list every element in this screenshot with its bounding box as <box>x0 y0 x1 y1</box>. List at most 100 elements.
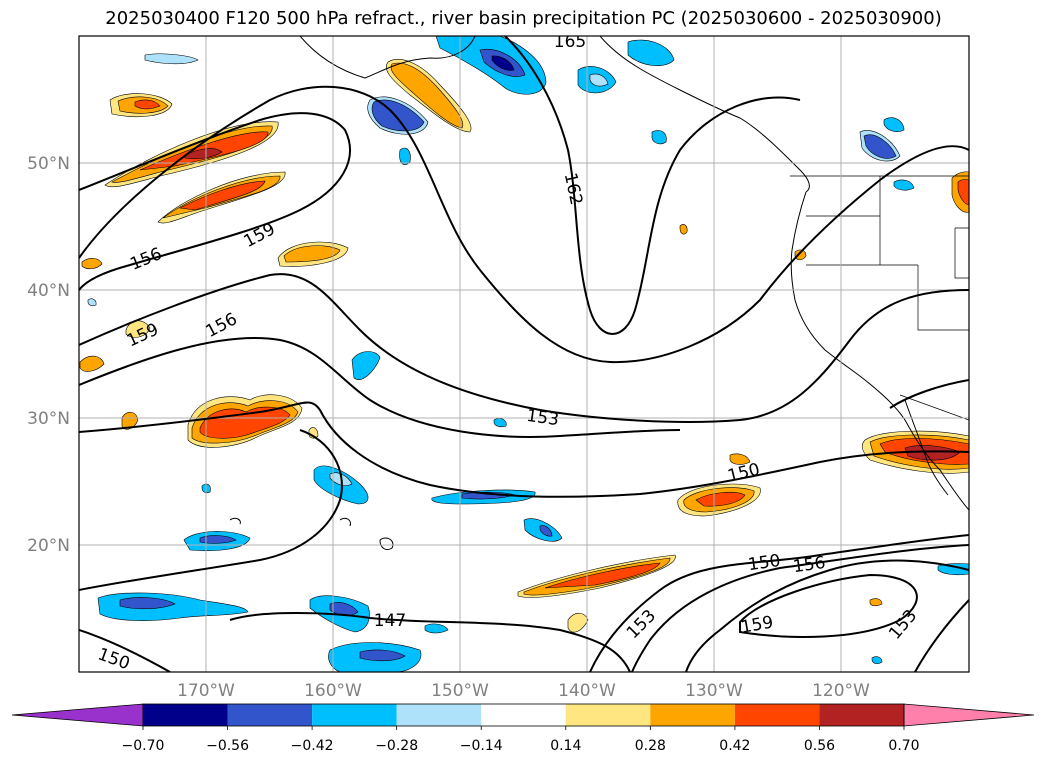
precip-area <box>424 623 449 634</box>
colorbar-segment <box>565 704 651 726</box>
longitude-labels: 170°W 160°W 150°W 140°W 130°W 120°W <box>177 681 870 701</box>
lat-label: 20°N <box>27 536 70 556</box>
contour-line <box>889 379 969 409</box>
precip-area <box>134 99 161 110</box>
precip-area <box>179 180 266 211</box>
colorbar-segment <box>312 704 397 726</box>
colorbar-segment <box>650 704 735 726</box>
colorbar-segment <box>396 704 482 726</box>
coastline-alaska <box>299 36 476 79</box>
colorbar: −0.70 −0.56 −0.42 −0.28 −0.14 0.14 0.28 0.42 0.5… <box>11 703 1035 754</box>
contour-line <box>739 573 918 638</box>
precip-area <box>869 598 883 607</box>
colorbar-segment <box>227 704 313 726</box>
contour-line <box>79 401 969 498</box>
precip-area <box>351 351 381 380</box>
contour-label: 147 <box>374 611 406 631</box>
contour-line <box>79 429 343 591</box>
precip-area <box>567 612 589 633</box>
contour-line <box>79 337 681 438</box>
refractivity-contours <box>79 36 969 672</box>
contour-line <box>589 534 969 672</box>
border-state <box>806 176 969 421</box>
precip-area <box>283 245 341 263</box>
lon-label: 150°W <box>431 681 489 701</box>
precip-area <box>119 597 176 610</box>
precip-area <box>627 39 675 67</box>
coastline-west-us <box>790 191 969 511</box>
colorbar-tick-label: 0.14 <box>550 738 581 754</box>
precip-area <box>679 224 688 235</box>
lon-label: 160°W <box>304 681 362 701</box>
contour-label: 150 <box>747 551 782 575</box>
lat-label: 50°N <box>27 154 70 174</box>
contour-line <box>229 612 631 672</box>
contour-line <box>79 273 969 423</box>
latitude-labels: 50°N 40°N 30°N 20°N <box>27 154 70 556</box>
precip-area <box>390 62 464 129</box>
colorbar-extend-high <box>903 703 1035 727</box>
contour-label: 153 <box>525 406 560 430</box>
gridlines <box>79 36 969 672</box>
colorbar-segment <box>734 704 820 726</box>
map-area: 165 162 159 156 156 159 153 150 156 150 … <box>79 32 969 672</box>
precip-area <box>359 649 406 662</box>
lon-label: 120°W <box>812 681 870 701</box>
precip-area <box>539 525 553 537</box>
precip-area <box>81 258 103 270</box>
precip-area <box>371 99 425 132</box>
contour-line <box>631 544 969 672</box>
precip-area <box>937 563 969 576</box>
colorbar-tick-label: 0.56 <box>804 738 835 754</box>
precip-area <box>651 130 667 145</box>
precip-area <box>957 179 969 206</box>
colorbar-tick-label: −0.14 <box>460 738 503 754</box>
colorbar-extend-low <box>11 703 144 727</box>
contour-label: 156 <box>792 553 827 577</box>
colorbar-tick-label: −0.42 <box>291 738 334 754</box>
lat-label: 40°N <box>27 281 70 301</box>
precip-area <box>87 298 97 307</box>
precip-area <box>729 453 751 465</box>
contour-line <box>685 559 969 672</box>
lon-label: 140°W <box>558 681 616 701</box>
precip-area <box>199 406 291 439</box>
colorbar-tick-label: 0.28 <box>635 738 666 754</box>
colorbar-tick-label: −0.28 <box>375 738 418 754</box>
contour-line <box>914 599 969 672</box>
colorbar-tick-label: −0.70 <box>122 738 165 754</box>
contour-line <box>79 85 969 364</box>
precip-area <box>329 602 359 616</box>
colorbar-tick-label: 0.70 <box>888 738 919 754</box>
contour-label: 165 <box>554 32 586 52</box>
colorbar-tick-label: −0.56 <box>206 738 249 754</box>
lon-label: 130°W <box>685 681 743 701</box>
precip-area <box>184 148 223 160</box>
precip-area <box>544 562 661 589</box>
precip-area <box>863 134 897 159</box>
colorbar-segment <box>143 704 228 726</box>
precip-area <box>871 656 883 665</box>
precip-area <box>589 73 609 87</box>
map-title: 2025030400 F120 500 hPa refract., river … <box>105 8 942 29</box>
precip-area <box>79 355 105 372</box>
precip-area <box>399 147 411 165</box>
coastline-islands <box>229 517 394 551</box>
map-frame <box>78 35 970 673</box>
colorbar-tick-label: 0.42 <box>719 738 750 754</box>
political-borders <box>790 175 969 421</box>
precip-area <box>883 117 905 132</box>
precip-area <box>144 53 199 65</box>
lon-label: 170°W <box>177 681 235 701</box>
contour-line <box>504 36 801 335</box>
contour-line <box>79 112 351 291</box>
lat-label: 30°N <box>27 409 70 429</box>
contour-line <box>79 629 171 672</box>
colorbar-segment <box>819 704 904 726</box>
precip-area <box>491 55 515 71</box>
precip-area <box>893 179 915 191</box>
colorbar-frame <box>142 703 905 727</box>
coastline-baja <box>904 399 949 496</box>
colorbar-segment <box>481 704 566 726</box>
